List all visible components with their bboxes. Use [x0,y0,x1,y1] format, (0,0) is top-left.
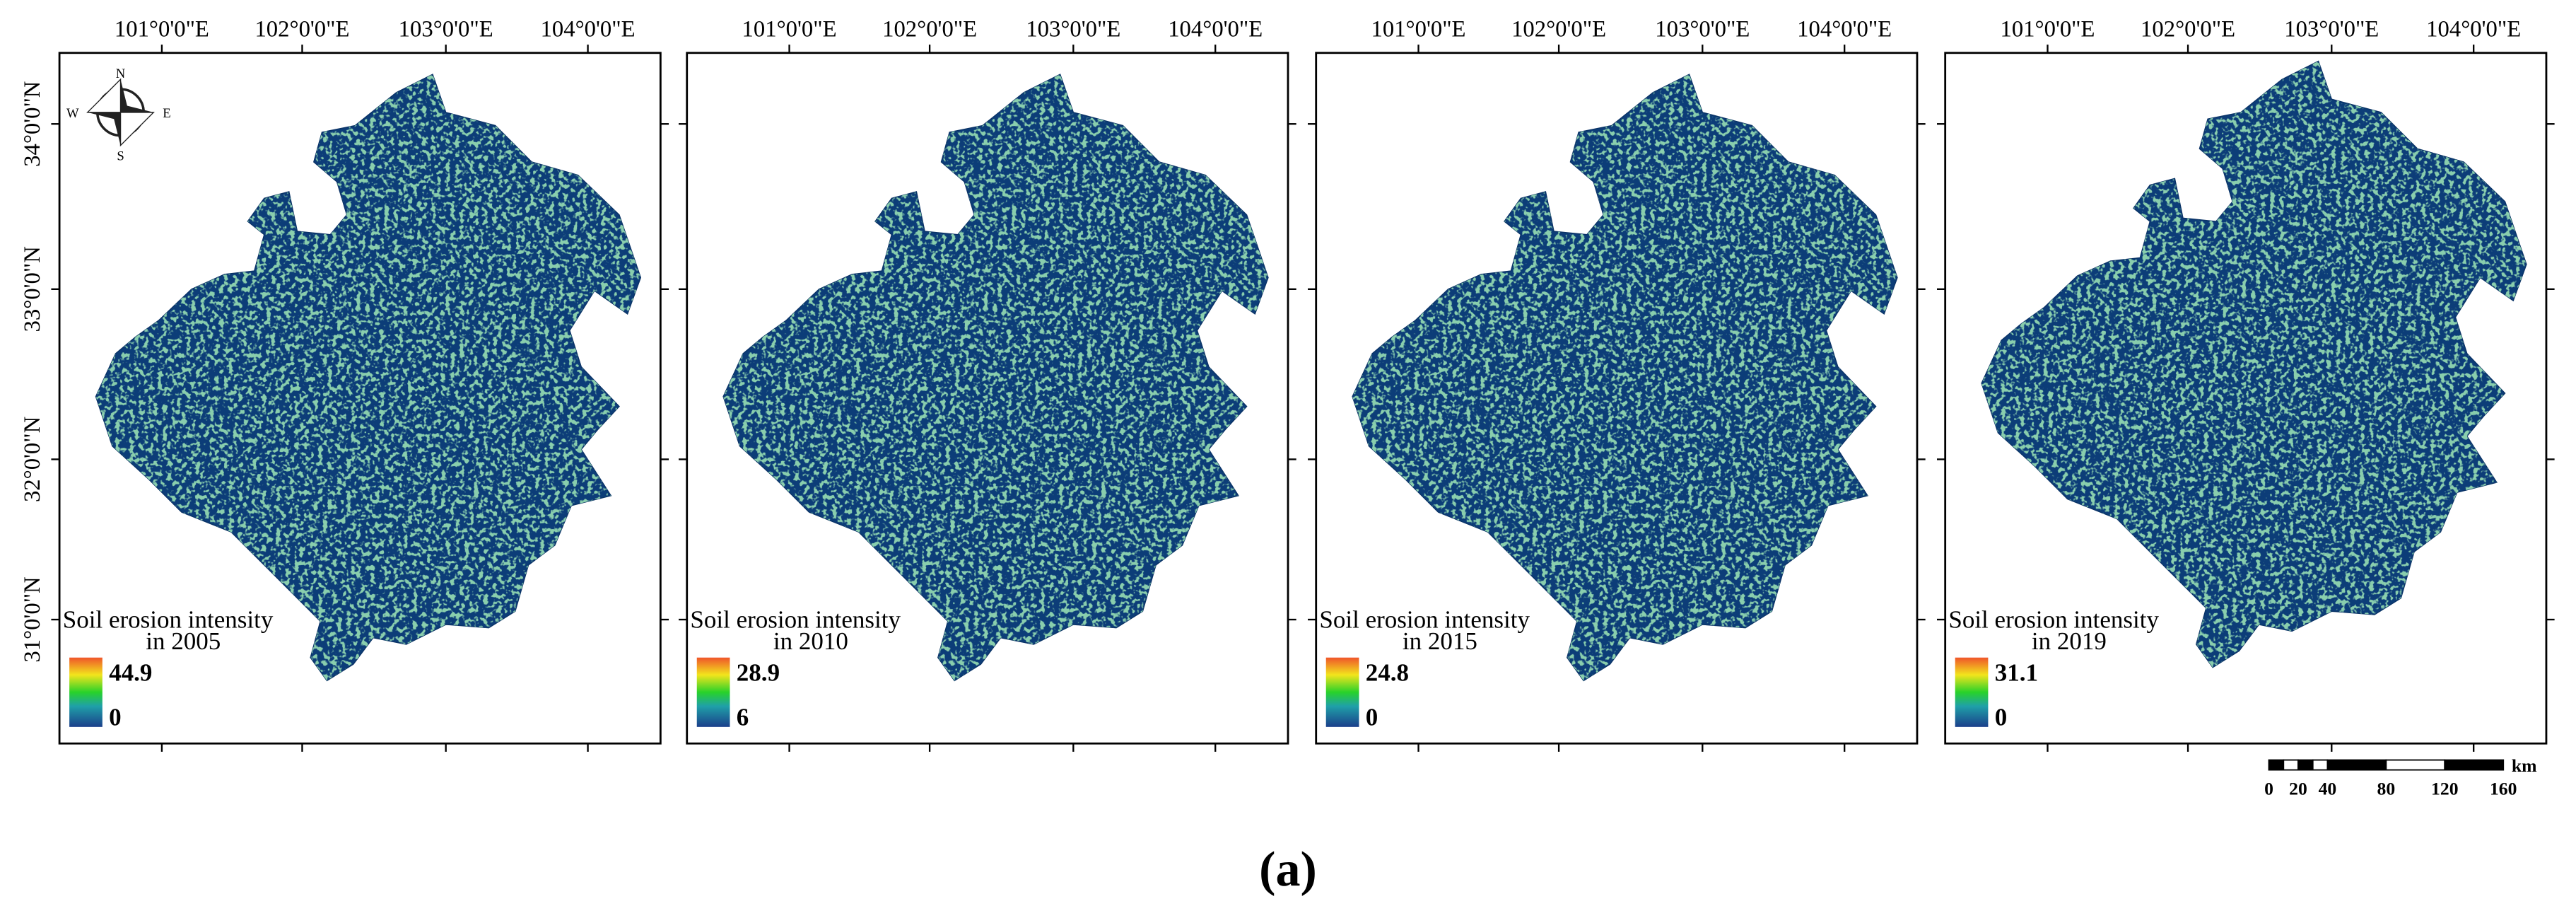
compass-e: E [163,106,170,121]
legend-title: Soil erosion intensity [690,606,901,634]
legend-max: 31.1 [1995,658,2038,686]
x-label: 104°0'0"E [1168,16,1263,42]
compass-w: W [66,106,79,121]
legend-title: Soil erosion intensity [1319,606,1530,634]
compass-star [86,78,155,147]
scale-label: 20 [2289,779,2307,799]
scale-segment [2326,759,2387,771]
scale-segment [2297,759,2314,771]
scale-unit: km [2512,755,2537,776]
color-ramp [69,657,103,727]
legend-year: in 2010 [773,627,848,655]
scale-label: 80 [2377,779,2396,799]
caption: (a) [1259,842,1317,897]
y-label: 34°0'0"N [20,81,45,167]
y-label: 32°0'0"N [20,417,45,502]
x-label: 103°0'0"E [399,16,493,42]
legend-min: 0 [109,703,122,731]
legend-year: in 2015 [1403,627,1477,655]
legend-min: 0 [1995,703,2008,731]
legend-title: Soil erosion intensity [63,606,274,634]
x-label: 101°0'0"E [115,16,209,42]
scale-label: 160 [2490,779,2517,799]
erosion-texture [95,74,641,681]
x-label: 102°0'0"E [254,16,349,42]
legend-min: 0 [1366,703,1378,731]
x-label: 102°0'0"E [882,16,977,42]
x-label: 103°0'0"E [2284,16,2379,42]
compass: N S W E [66,66,171,164]
map-panel: 101°0'0"E 102°0'0"E 103°0'0"E 104°0'0"E Soil… [1937,16,2555,752]
erosion-texture [723,74,1268,681]
map-panel: 101°0'0"E 102°0'0"E 103°0'0"E 104°0'0"E Soil… [51,16,669,752]
map-panel: 101°0'0"E 102°0'0"E 103°0'0"E 104°0'0"E Soil… [679,16,1296,752]
scale-segment [2268,759,2285,771]
color-ramp [696,657,730,727]
map-panel: 101°0'0"E 102°0'0"E 103°0'0"E 104°0'0"E Soil… [1308,16,1926,752]
legend-min: 6 [737,703,749,731]
x-label: 102°0'0"E [1511,16,1606,42]
legend-year: in 2005 [146,627,221,655]
legend-max: 24.8 [1366,658,1409,686]
x-label: 103°0'0"E [1026,16,1120,42]
scale-segment [2283,759,2299,771]
x-label: 101°0'0"E [2001,16,2095,42]
x-label: 104°0'0"E [541,16,636,42]
legend-max: 44.9 [109,658,152,686]
y-label: 33°0'0"N [20,246,45,332]
x-label: 104°0'0"E [2426,16,2521,42]
color-ramp [1955,657,1989,727]
x-label: 103°0'0"E [1655,16,1750,42]
legend-max: 28.9 [737,658,780,686]
erosion-texture [1352,74,1897,681]
scale-label: 0 [2264,779,2273,799]
legend-title: Soil erosion intensity [1948,606,2159,634]
erosion-texture [1981,61,2527,668]
y-label: 31°0'0"N [20,576,45,662]
x-label: 102°0'0"E [2141,16,2235,42]
compass-n: N [116,66,126,81]
scale-segment [2444,759,2505,771]
scale-segment [2385,759,2446,771]
x-label: 104°0'0"E [1797,16,1892,42]
color-ramp [1325,657,1359,727]
scale-label: 40 [2319,779,2337,799]
scale-segment [2312,759,2329,771]
legend-year: in 2019 [2032,627,2107,655]
scale-label: 120 [2431,779,2459,799]
x-label: 101°0'0"E [742,16,837,42]
x-label: 101°0'0"E [1371,16,1466,42]
compass-s: S [117,149,124,164]
